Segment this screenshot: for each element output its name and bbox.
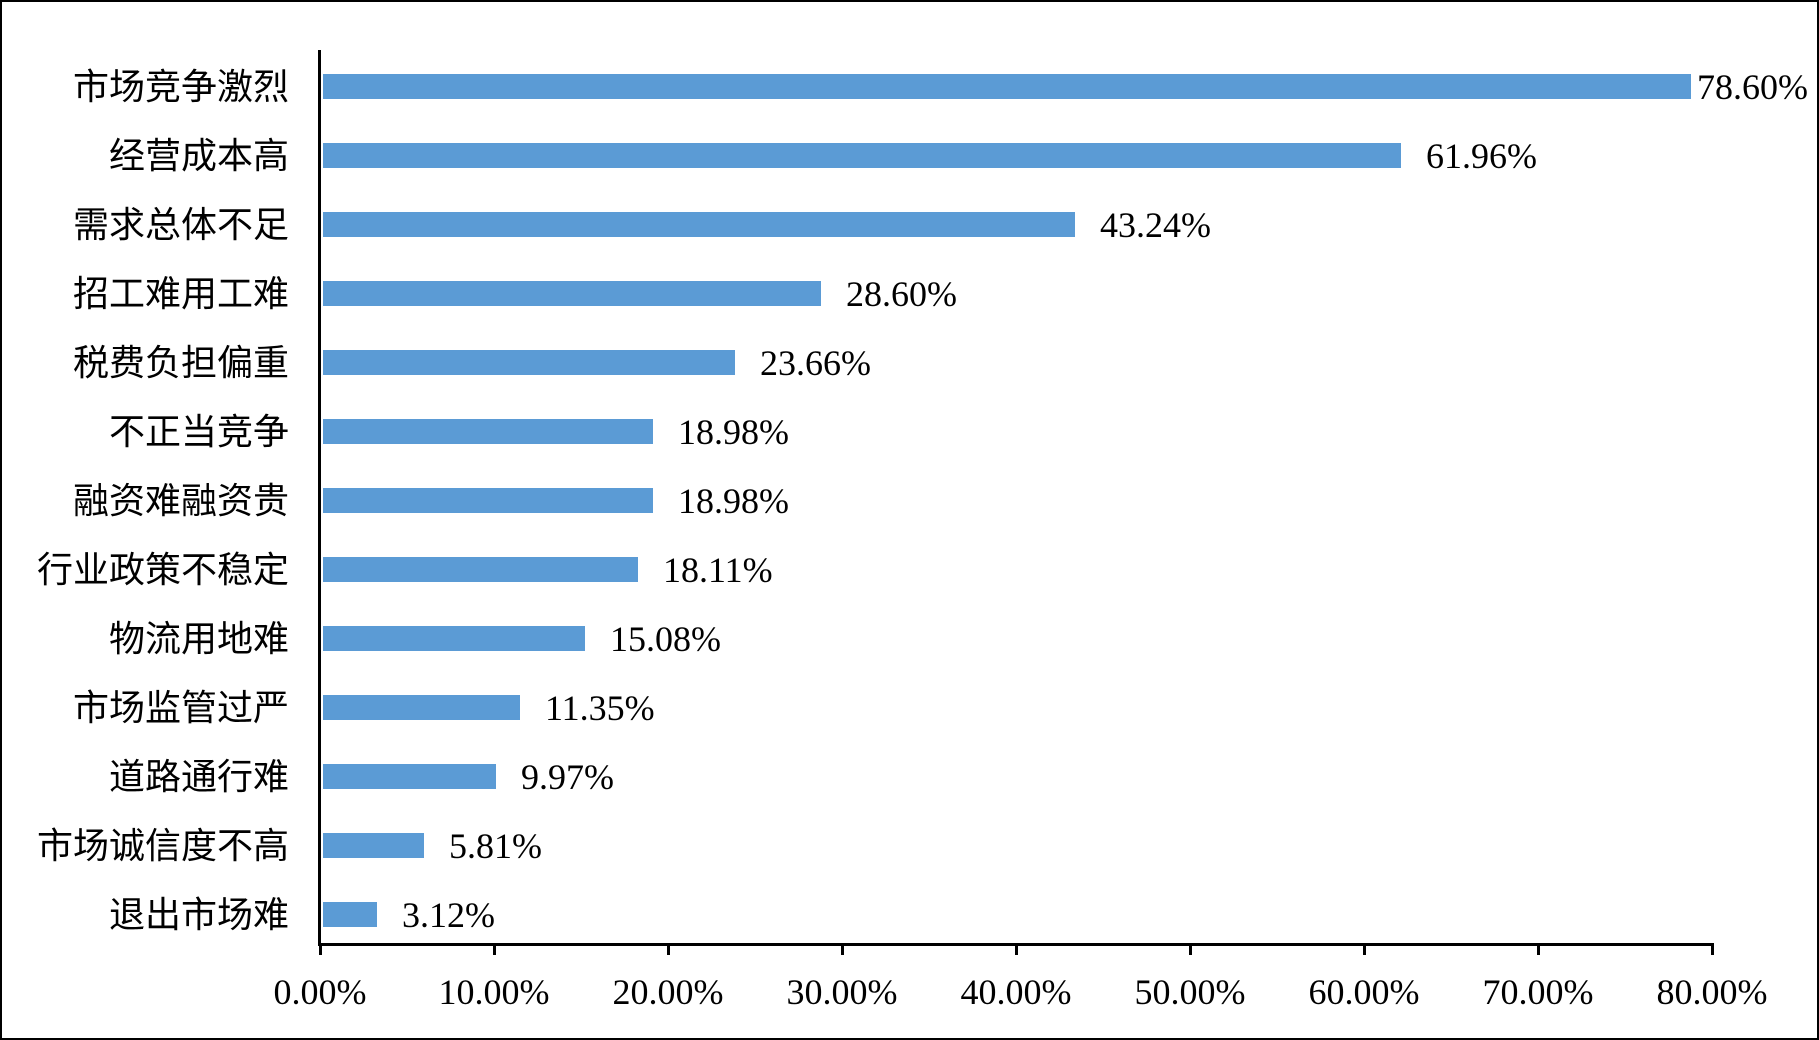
x-axis-tick-label: 0.00% [273,972,367,1012]
category-label: 道路通行难 [108,757,289,797]
x-axis-tick-label: 60.00% [1308,972,1420,1012]
x-axis-tick [841,943,844,955]
x-axis-tick-label: 30.00% [786,972,898,1012]
category-label: 市场竞争激烈 [72,67,289,107]
value-label: 18.98% [678,481,789,521]
category-label: 不正当竞争 [108,412,289,452]
bar [323,764,496,789]
x-axis-tick [319,943,322,955]
category-label: 招工难用工难 [72,274,289,314]
category-label: 退出市场难 [108,895,289,935]
x-axis-tick-label: 20.00% [612,972,724,1012]
x-axis-tick-label: 40.00% [960,972,1072,1012]
x-axis-tick-label: 50.00% [1134,972,1246,1012]
x-axis-tick-label: 70.00% [1482,972,1594,1012]
value-label: 28.60% [846,274,957,314]
category-label: 经营成本高 [108,136,289,176]
value-label: 18.11% [663,550,773,590]
x-axis-tick-label: 10.00% [438,972,550,1012]
x-axis-tick [1711,943,1714,955]
value-label: 18.98% [678,412,789,452]
bar [323,143,1401,168]
x-axis-tick [1189,943,1192,955]
value-label: 23.66% [760,343,871,383]
bar [323,419,653,444]
category-label: 市场监管过严 [72,688,289,728]
category-label: 需求总体不足 [72,205,289,245]
bar [323,626,585,651]
value-label: 11.35% [545,688,655,728]
value-label: 15.08% [610,619,721,659]
category-label: 市场诚信度不高 [36,826,289,866]
category-label: 税费负担偏重 [72,343,289,383]
value-label: 78.60% [1697,67,1808,107]
value-label: 3.12% [402,895,495,935]
x-axis-tick [1015,943,1018,955]
category-label: 融资难融资贵 [72,481,289,521]
bar [323,488,653,513]
bar [323,212,1075,237]
value-label: 9.97% [521,757,614,797]
bar [323,833,424,858]
value-label: 61.96% [1426,136,1537,176]
category-label: 行业政策不稳定 [36,550,289,590]
bar [323,557,638,582]
value-label: 43.24% [1100,205,1211,245]
bar [323,281,821,306]
bar [323,695,520,720]
x-axis-tick [1537,943,1540,955]
bar [323,902,377,927]
value-label: 5.81% [449,826,542,866]
x-axis-tick-label: 80.00% [1656,972,1768,1012]
category-label: 物流用地难 [108,619,289,659]
bar [323,74,1691,99]
x-axis-tick [667,943,670,955]
bar [323,350,735,375]
x-axis-tick [493,943,496,955]
x-axis-tick [1363,943,1366,955]
y-axis-line [318,50,321,946]
